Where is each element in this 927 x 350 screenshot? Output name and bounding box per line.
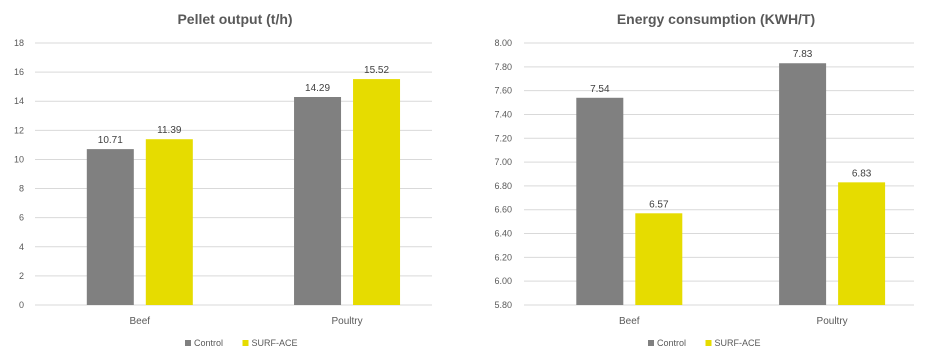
- y-tick-label: 6.20: [494, 252, 512, 262]
- legend-label: SURF-ACE: [252, 338, 298, 348]
- y-tick-label: 12: [14, 125, 24, 135]
- chart-title: Pellet output (t/h): [177, 11, 292, 27]
- data-label: 6.57: [649, 199, 669, 210]
- y-tick-label: 7.40: [494, 109, 512, 119]
- legend-swatch-control: [185, 340, 191, 346]
- y-tick-label: 8: [19, 184, 24, 194]
- bar-control-poultry: [294, 97, 342, 305]
- x-category-label: Poultry: [331, 316, 362, 327]
- energy-consumption-chart: Energy consumption (KWH/T) 5.80 6.00 6.20 6.…: [494, 11, 914, 348]
- y-tick-label: 4: [19, 242, 24, 252]
- data-label: 11.39: [157, 125, 182, 136]
- y-tick-label: 6: [19, 213, 24, 223]
- y-tick-label: 7.80: [494, 62, 512, 72]
- pellet-output-chart: Pellet output (t/h) 0 2 4 6 8 10 12 14 16 18 10.71 1…: [14, 11, 432, 348]
- y-tick-label: 10: [14, 154, 24, 164]
- data-label: 7.54: [590, 84, 610, 95]
- x-category-label: Beef: [130, 316, 151, 327]
- chart-title: Energy consumption (KWH/T): [617, 11, 815, 27]
- legend-swatch-control: [648, 340, 654, 346]
- y-tick-label: 7.00: [494, 157, 512, 167]
- y-tick-label: 7.20: [494, 133, 512, 143]
- data-label: 15.52: [364, 65, 389, 76]
- y-tick-label: 6.00: [494, 276, 512, 286]
- y-tick-label: 14: [14, 96, 24, 106]
- y-tick-label: 8.00: [494, 38, 512, 48]
- data-label: 7.83: [793, 49, 813, 60]
- y-tick-label: 0: [19, 300, 24, 310]
- y-tick-label: 6.60: [494, 205, 512, 215]
- bar-surf-ace-beef: [635, 213, 683, 305]
- bar-surf-ace-poultry: [838, 182, 886, 305]
- y-tick-label: 18: [14, 38, 24, 48]
- y-tick-label: 7.60: [494, 86, 512, 96]
- y-tick-label: 16: [14, 67, 24, 77]
- bar-surf-ace-poultry: [353, 79, 401, 305]
- bar-control-beef: [86, 149, 134, 305]
- data-label: 10.71: [98, 135, 123, 146]
- y-tick-label: 5.80: [494, 300, 512, 310]
- legend-swatch-surf-ace: [705, 340, 712, 346]
- legend-label: SURF-ACE: [715, 338, 761, 348]
- legend-label: Control: [194, 338, 223, 348]
- bar-control-poultry: [779, 63, 827, 305]
- y-tick-label: 6.40: [494, 229, 512, 239]
- bar-surf-ace-beef: [145, 139, 193, 305]
- data-label: 14.29: [305, 83, 330, 94]
- legend-swatch-surf-ace: [242, 340, 249, 346]
- x-category-label: Poultry: [817, 316, 848, 327]
- legend-label: Control: [657, 338, 686, 348]
- y-tick-label: 6.80: [494, 181, 512, 191]
- x-category-label: Beef: [619, 316, 640, 327]
- bar-control-beef: [576, 97, 624, 305]
- y-tick-label: 2: [19, 271, 24, 281]
- data-label: 6.83: [852, 168, 872, 179]
